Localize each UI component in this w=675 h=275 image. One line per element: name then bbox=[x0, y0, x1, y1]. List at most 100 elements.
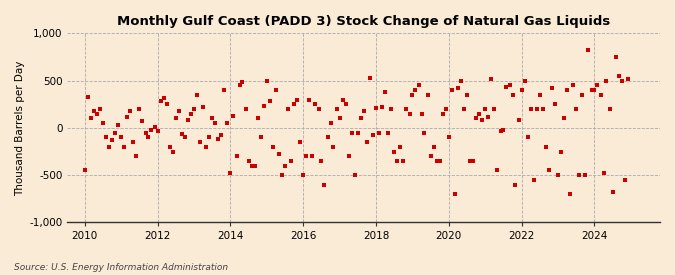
Point bbox=[146, 128, 157, 132]
Point bbox=[95, 107, 105, 111]
Point bbox=[492, 168, 503, 173]
Point bbox=[398, 159, 409, 163]
Point bbox=[152, 128, 163, 133]
Point bbox=[310, 102, 321, 106]
Point bbox=[213, 137, 224, 141]
Point bbox=[392, 159, 402, 163]
Point bbox=[122, 114, 133, 119]
Point bbox=[535, 93, 545, 97]
Point bbox=[586, 88, 597, 92]
Point bbox=[88, 109, 99, 113]
Point bbox=[477, 118, 488, 122]
Point bbox=[125, 109, 136, 113]
Point bbox=[401, 107, 412, 111]
Point bbox=[510, 182, 521, 187]
Point bbox=[377, 105, 387, 109]
Point bbox=[541, 145, 551, 149]
Point bbox=[619, 178, 630, 182]
Point bbox=[149, 125, 160, 129]
Point bbox=[322, 135, 333, 139]
Point bbox=[464, 159, 475, 163]
Point bbox=[192, 93, 202, 97]
Point bbox=[446, 88, 457, 92]
Point bbox=[109, 130, 120, 135]
Point bbox=[289, 102, 300, 106]
Point bbox=[170, 116, 181, 121]
Point bbox=[279, 164, 290, 168]
Point bbox=[498, 128, 509, 132]
Point bbox=[571, 107, 582, 111]
Point bbox=[316, 159, 327, 163]
Point bbox=[261, 78, 272, 83]
Point bbox=[553, 173, 564, 177]
Point bbox=[383, 130, 394, 135]
Point bbox=[204, 135, 215, 139]
Point bbox=[431, 159, 442, 163]
Point bbox=[277, 173, 288, 177]
Point bbox=[452, 86, 463, 90]
Point bbox=[286, 159, 296, 163]
Point bbox=[128, 140, 138, 144]
Point bbox=[355, 116, 366, 121]
Point bbox=[113, 123, 124, 127]
Point bbox=[419, 130, 430, 135]
Point bbox=[80, 168, 90, 173]
Point bbox=[101, 135, 111, 139]
Point bbox=[371, 106, 381, 110]
Point bbox=[592, 83, 603, 87]
Point bbox=[134, 107, 145, 111]
Point bbox=[362, 140, 373, 144]
Point bbox=[186, 111, 196, 116]
Point bbox=[614, 74, 624, 78]
Point bbox=[325, 121, 336, 125]
Point bbox=[350, 173, 360, 177]
Point bbox=[273, 152, 284, 156]
Point bbox=[195, 140, 206, 144]
Point bbox=[340, 102, 351, 106]
Point bbox=[622, 76, 633, 81]
Point bbox=[456, 78, 466, 83]
Point bbox=[441, 107, 452, 111]
Point bbox=[537, 107, 548, 111]
Point bbox=[529, 178, 539, 182]
Point bbox=[519, 78, 530, 83]
Point bbox=[307, 154, 318, 158]
Y-axis label: Thousand Barrels per Day: Thousand Barrels per Day bbox=[15, 60, 25, 196]
Point bbox=[559, 116, 570, 121]
Point bbox=[207, 116, 217, 121]
Point bbox=[389, 149, 400, 154]
Point bbox=[337, 97, 348, 102]
Point bbox=[267, 145, 278, 149]
Point bbox=[516, 88, 527, 92]
Point bbox=[313, 107, 324, 111]
Point bbox=[608, 190, 618, 194]
Point bbox=[98, 121, 109, 125]
Point bbox=[104, 145, 115, 149]
Point bbox=[368, 133, 379, 138]
Point bbox=[565, 192, 576, 196]
Point bbox=[480, 107, 491, 111]
Title: Monthly Gulf Coast (PADD 3) Stock Change of Natural Gas Liquids: Monthly Gulf Coast (PADD 3) Stock Change… bbox=[117, 15, 610, 28]
Point bbox=[525, 107, 536, 111]
Point bbox=[86, 116, 97, 121]
Point bbox=[610, 55, 621, 59]
Point bbox=[549, 102, 560, 106]
Point bbox=[240, 107, 251, 111]
Point bbox=[292, 97, 302, 102]
Point bbox=[331, 107, 342, 111]
Point bbox=[514, 118, 524, 122]
Point bbox=[495, 128, 506, 133]
Point bbox=[434, 159, 445, 163]
Point bbox=[462, 93, 472, 97]
Point bbox=[91, 111, 102, 116]
Point bbox=[243, 159, 254, 163]
Point bbox=[583, 48, 594, 53]
Point bbox=[386, 107, 397, 111]
Point bbox=[295, 140, 306, 144]
Point bbox=[373, 130, 384, 135]
Point bbox=[161, 102, 172, 106]
Point bbox=[319, 182, 329, 187]
Point bbox=[164, 145, 175, 149]
Point bbox=[334, 116, 345, 121]
Point bbox=[489, 107, 500, 111]
